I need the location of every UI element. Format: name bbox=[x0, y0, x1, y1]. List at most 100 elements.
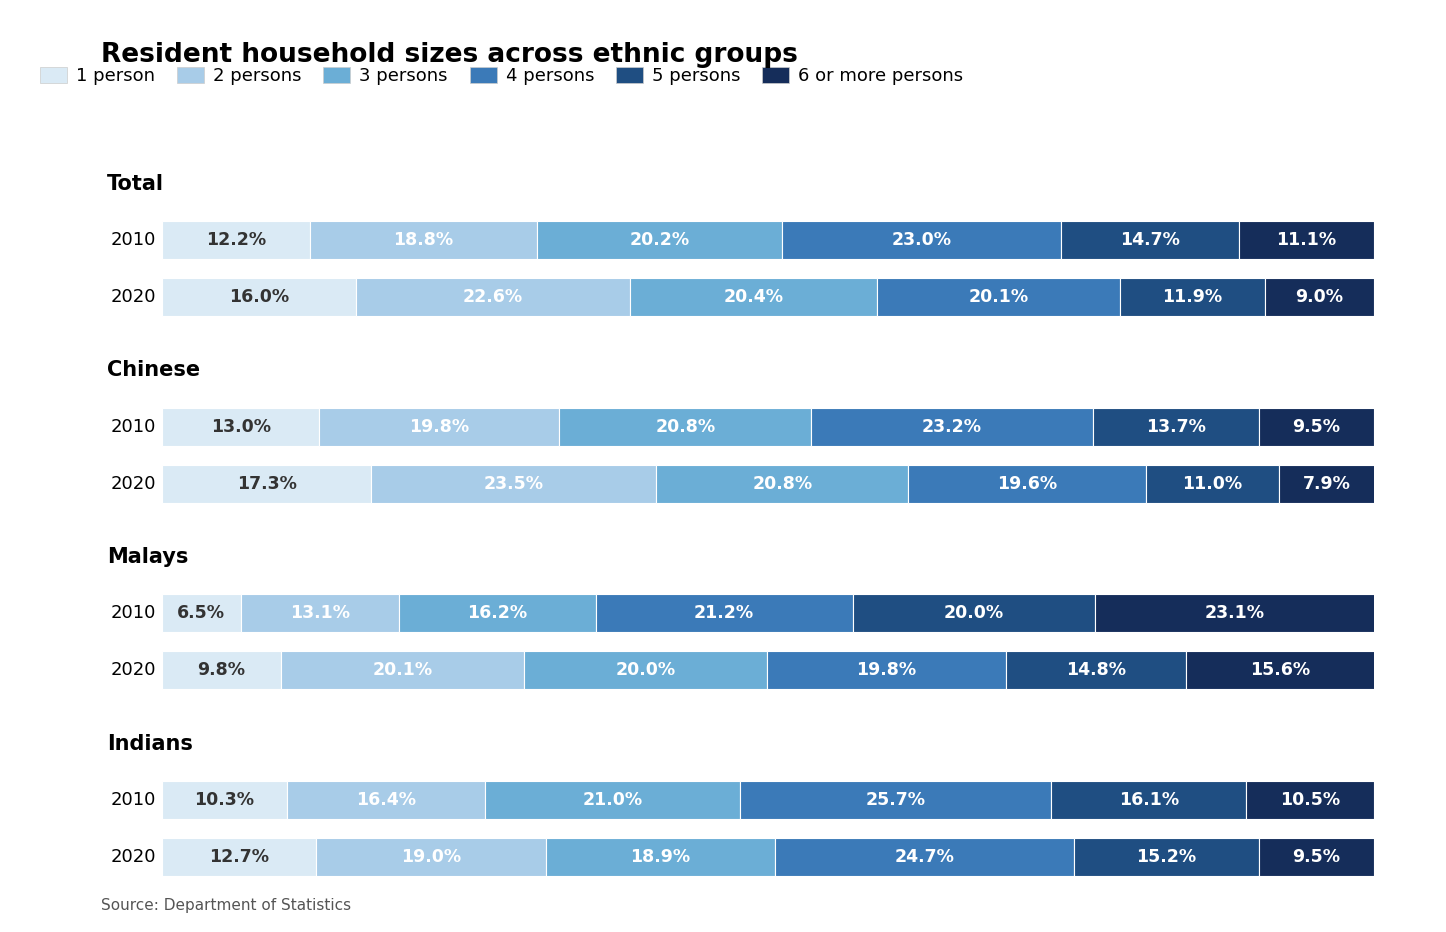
Text: 2020: 2020 bbox=[110, 288, 156, 307]
Legend: 1 person, 2 persons, 3 persons, 4 persons, 5 persons, 6 or more persons: 1 person, 2 persons, 3 persons, 4 person… bbox=[40, 67, 963, 85]
Bar bbox=[740, 781, 1051, 819]
Text: 13.7%: 13.7% bbox=[1145, 418, 1206, 436]
Bar bbox=[162, 651, 281, 690]
Bar bbox=[162, 465, 372, 503]
Text: 20.0%: 20.0% bbox=[616, 662, 675, 679]
Bar bbox=[1051, 781, 1246, 819]
Bar bbox=[320, 407, 560, 445]
Text: 10.3%: 10.3% bbox=[194, 791, 254, 809]
Bar bbox=[162, 407, 320, 445]
Text: 14.7%: 14.7% bbox=[1121, 231, 1180, 249]
Bar bbox=[372, 465, 656, 503]
Text: 2020: 2020 bbox=[110, 474, 156, 493]
Bar bbox=[162, 838, 315, 876]
Text: 20.1%: 20.1% bbox=[969, 288, 1028, 307]
Bar bbox=[811, 407, 1093, 445]
Bar bbox=[1006, 651, 1186, 690]
Text: 7.9%: 7.9% bbox=[1303, 474, 1351, 493]
Text: 23.1%: 23.1% bbox=[1205, 604, 1265, 623]
Text: 24.7%: 24.7% bbox=[895, 848, 954, 866]
Bar bbox=[162, 595, 240, 632]
Text: 2010: 2010 bbox=[110, 604, 156, 623]
Bar bbox=[1280, 465, 1375, 503]
Bar bbox=[547, 838, 775, 876]
Bar bbox=[1061, 221, 1239, 259]
Text: 19.8%: 19.8% bbox=[856, 662, 917, 679]
Bar bbox=[1093, 407, 1258, 445]
Text: 21.0%: 21.0% bbox=[583, 791, 642, 809]
Bar bbox=[560, 407, 811, 445]
Text: Malays: Malays bbox=[107, 547, 188, 567]
Bar bbox=[399, 595, 596, 632]
Bar bbox=[1186, 651, 1375, 690]
Text: 19.0%: 19.0% bbox=[401, 848, 461, 866]
Bar bbox=[876, 278, 1121, 316]
Text: 16.4%: 16.4% bbox=[356, 791, 416, 809]
Text: 11.1%: 11.1% bbox=[1277, 231, 1336, 249]
Text: 9.8%: 9.8% bbox=[197, 662, 246, 679]
Bar bbox=[1239, 221, 1374, 259]
Text: 16.2%: 16.2% bbox=[467, 604, 528, 623]
Text: 21.2%: 21.2% bbox=[694, 604, 755, 623]
Text: 16.1%: 16.1% bbox=[1119, 791, 1178, 809]
Text: 20.8%: 20.8% bbox=[752, 474, 813, 493]
Bar bbox=[1121, 278, 1265, 316]
Text: 9.5%: 9.5% bbox=[1293, 418, 1340, 436]
Bar bbox=[162, 781, 286, 819]
Text: Chinese: Chinese bbox=[107, 361, 201, 380]
Bar bbox=[240, 595, 399, 632]
Bar bbox=[1258, 838, 1374, 876]
Text: 23.5%: 23.5% bbox=[484, 474, 544, 493]
Text: 19.6%: 19.6% bbox=[998, 474, 1057, 493]
Text: 18.9%: 18.9% bbox=[630, 848, 691, 866]
Text: 11.9%: 11.9% bbox=[1163, 288, 1222, 307]
Text: 2010: 2010 bbox=[110, 791, 156, 809]
Bar bbox=[523, 651, 766, 690]
Bar bbox=[281, 651, 523, 690]
Text: 20.4%: 20.4% bbox=[723, 288, 784, 307]
Text: 23.2%: 23.2% bbox=[923, 418, 982, 436]
Text: 11.0%: 11.0% bbox=[1183, 474, 1242, 493]
Text: 22.6%: 22.6% bbox=[463, 288, 522, 307]
Text: 12.7%: 12.7% bbox=[208, 848, 269, 866]
Bar bbox=[286, 781, 486, 819]
Text: 9.0%: 9.0% bbox=[1296, 288, 1343, 307]
Text: 15.6%: 15.6% bbox=[1251, 662, 1310, 679]
Text: 17.3%: 17.3% bbox=[237, 474, 296, 493]
Bar bbox=[315, 838, 547, 876]
Text: 13.1%: 13.1% bbox=[291, 604, 350, 623]
Text: 2010: 2010 bbox=[110, 231, 156, 249]
Bar bbox=[766, 651, 1006, 690]
Bar bbox=[486, 781, 740, 819]
Bar bbox=[596, 595, 853, 632]
Bar bbox=[1246, 781, 1374, 819]
Text: Source: Department of Statistics: Source: Department of Statistics bbox=[101, 898, 351, 913]
Text: 14.8%: 14.8% bbox=[1066, 662, 1126, 679]
Text: 13.0%: 13.0% bbox=[211, 418, 270, 436]
Bar bbox=[356, 278, 629, 316]
Text: 19.8%: 19.8% bbox=[409, 418, 470, 436]
Bar bbox=[656, 465, 908, 503]
Text: 18.8%: 18.8% bbox=[393, 231, 454, 249]
Text: 2020: 2020 bbox=[110, 662, 156, 679]
Bar bbox=[1258, 407, 1374, 445]
Text: 23.0%: 23.0% bbox=[892, 231, 951, 249]
Text: 9.5%: 9.5% bbox=[1293, 848, 1340, 866]
Text: 15.2%: 15.2% bbox=[1137, 848, 1196, 866]
Text: 12.2%: 12.2% bbox=[205, 231, 266, 249]
Text: 20.8%: 20.8% bbox=[655, 418, 716, 436]
Text: Indians: Indians bbox=[107, 733, 194, 754]
Bar bbox=[162, 278, 356, 316]
Bar bbox=[629, 278, 876, 316]
Text: 10.5%: 10.5% bbox=[1280, 791, 1340, 809]
Bar bbox=[782, 221, 1061, 259]
Text: Total: Total bbox=[107, 173, 165, 194]
Text: 25.7%: 25.7% bbox=[866, 791, 925, 809]
Bar bbox=[1145, 465, 1280, 503]
Bar bbox=[1265, 278, 1374, 316]
Bar bbox=[853, 595, 1095, 632]
Bar bbox=[775, 838, 1074, 876]
Bar bbox=[1074, 838, 1258, 876]
Text: Resident household sizes across ethnic groups: Resident household sizes across ethnic g… bbox=[101, 42, 798, 68]
Text: 2020: 2020 bbox=[110, 848, 156, 866]
